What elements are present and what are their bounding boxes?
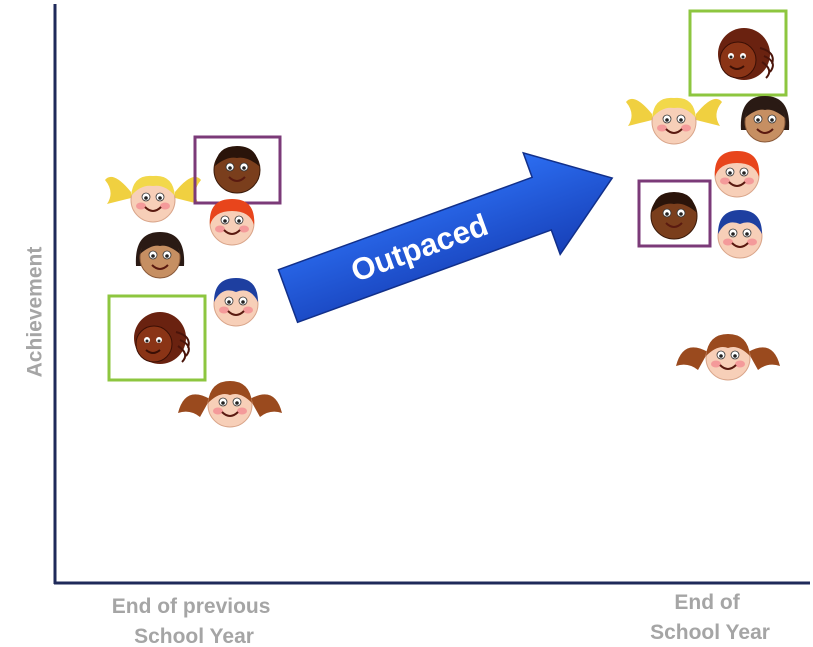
highlight-box <box>107 294 207 382</box>
x-label-line: End of <box>674 591 740 614</box>
arrow-shape <box>277 151 614 324</box>
highlight-box <box>637 179 712 248</box>
face <box>651 192 697 239</box>
face <box>676 334 780 380</box>
face <box>717 27 774 81</box>
face <box>626 98 722 144</box>
face <box>741 96 789 142</box>
face <box>210 199 254 245</box>
x-label-line: School Year <box>650 621 770 644</box>
face <box>136 232 184 278</box>
arrow: Outpaced <box>277 151 614 324</box>
x-label-line: End of previous <box>112 595 271 618</box>
face <box>718 210 762 258</box>
face <box>214 278 258 326</box>
axis-label: Achievement <box>24 247 47 378</box>
highlight-box <box>688 9 788 97</box>
face <box>178 381 282 427</box>
x-label: End of previous School Year <box>112 595 277 647</box>
face <box>133 311 190 365</box>
face <box>715 151 759 197</box>
x-label: End of School Year <box>650 591 770 644</box>
face <box>105 176 201 222</box>
face <box>214 146 260 193</box>
x-label-line: School Year <box>134 625 254 647</box>
